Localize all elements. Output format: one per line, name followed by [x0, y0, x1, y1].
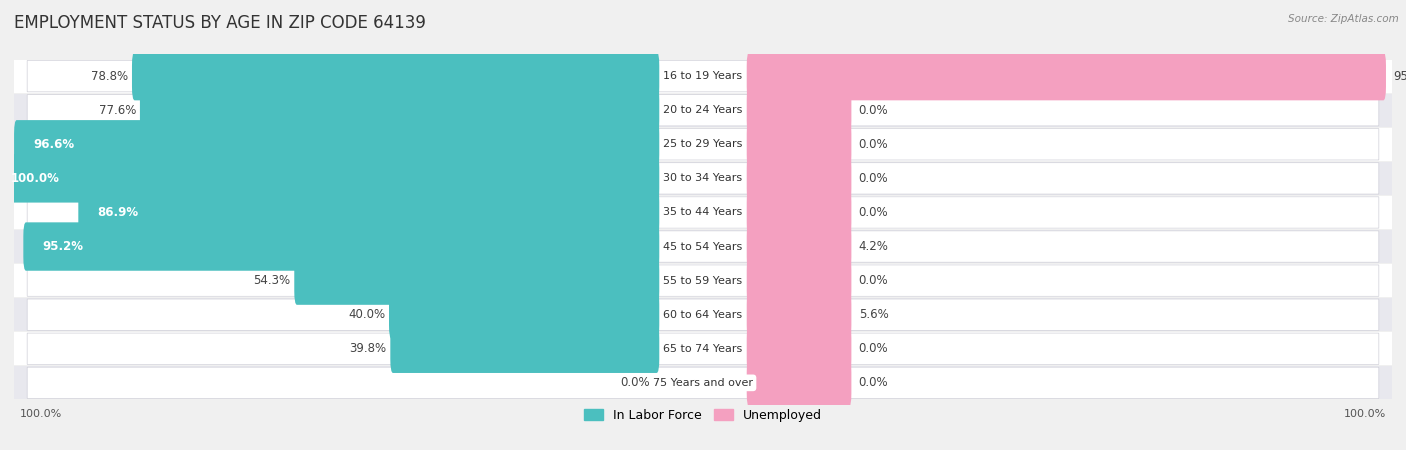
FancyBboxPatch shape [132, 52, 659, 100]
FancyBboxPatch shape [389, 291, 659, 339]
FancyBboxPatch shape [27, 231, 1379, 262]
FancyBboxPatch shape [24, 222, 659, 271]
Text: 16 to 19 Years: 16 to 19 Years [664, 71, 742, 81]
FancyBboxPatch shape [27, 163, 1379, 194]
Text: 95.7%: 95.7% [1393, 70, 1406, 83]
Bar [7, 264, 1406, 297]
FancyBboxPatch shape [27, 129, 1379, 160]
Bar [7, 298, 1406, 331]
FancyBboxPatch shape [747, 154, 852, 202]
Bar [7, 94, 1406, 126]
FancyBboxPatch shape [79, 188, 659, 237]
Bar [7, 366, 1406, 399]
FancyBboxPatch shape [294, 256, 659, 305]
Text: 65 to 74 Years: 65 to 74 Years [664, 344, 742, 354]
FancyBboxPatch shape [747, 120, 852, 168]
FancyBboxPatch shape [0, 154, 659, 202]
Bar [7, 60, 1406, 93]
Text: 0.0%: 0.0% [859, 376, 889, 389]
Text: Source: ZipAtlas.com: Source: ZipAtlas.com [1288, 14, 1399, 23]
FancyBboxPatch shape [747, 222, 852, 271]
Text: 55 to 59 Years: 55 to 59 Years [664, 275, 742, 286]
Bar [7, 333, 1406, 365]
FancyBboxPatch shape [27, 333, 1379, 364]
FancyBboxPatch shape [27, 60, 1379, 92]
FancyBboxPatch shape [391, 324, 659, 373]
Text: 96.6%: 96.6% [34, 138, 75, 151]
Text: 75 Years and over: 75 Years and over [652, 378, 754, 388]
Text: 78.8%: 78.8% [91, 70, 128, 83]
Text: 86.9%: 86.9% [97, 206, 139, 219]
FancyBboxPatch shape [27, 265, 1379, 296]
Text: 30 to 34 Years: 30 to 34 Years [664, 173, 742, 184]
Text: 5.6%: 5.6% [859, 308, 889, 321]
Text: 0.0%: 0.0% [859, 342, 889, 355]
Text: 35 to 44 Years: 35 to 44 Years [664, 207, 742, 217]
FancyBboxPatch shape [747, 256, 852, 305]
Bar [7, 196, 1406, 229]
Text: 95.2%: 95.2% [42, 240, 83, 253]
Text: 77.6%: 77.6% [98, 104, 136, 117]
Text: EMPLOYMENT STATUS BY AGE IN ZIP CODE 64139: EMPLOYMENT STATUS BY AGE IN ZIP CODE 641… [14, 14, 426, 32]
Text: 54.3%: 54.3% [253, 274, 290, 287]
Text: 0.0%: 0.0% [859, 274, 889, 287]
FancyBboxPatch shape [747, 291, 852, 339]
Text: 20 to 24 Years: 20 to 24 Years [664, 105, 742, 115]
Text: 40.0%: 40.0% [347, 308, 385, 321]
FancyBboxPatch shape [14, 120, 659, 168]
Text: 0.0%: 0.0% [859, 206, 889, 219]
Bar [7, 162, 1406, 195]
Text: 100.0%: 100.0% [11, 172, 59, 185]
Text: 4.2%: 4.2% [859, 240, 889, 253]
Text: 60 to 64 Years: 60 to 64 Years [664, 310, 742, 320]
FancyBboxPatch shape [747, 188, 852, 237]
Text: 0.0%: 0.0% [859, 138, 889, 151]
FancyBboxPatch shape [141, 86, 659, 135]
FancyBboxPatch shape [747, 324, 852, 373]
FancyBboxPatch shape [27, 367, 1379, 399]
Bar [7, 128, 1406, 161]
FancyBboxPatch shape [27, 94, 1379, 126]
Text: 39.8%: 39.8% [349, 342, 387, 355]
FancyBboxPatch shape [747, 359, 852, 407]
FancyBboxPatch shape [747, 52, 1386, 100]
Text: 0.0%: 0.0% [859, 172, 889, 185]
Bar [7, 230, 1406, 263]
Legend: In Labor Force, Unemployed: In Labor Force, Unemployed [579, 404, 827, 427]
FancyBboxPatch shape [27, 197, 1379, 228]
FancyBboxPatch shape [747, 86, 852, 135]
Text: 0.0%: 0.0% [620, 376, 650, 389]
Text: 25 to 29 Years: 25 to 29 Years [664, 140, 742, 149]
Text: 0.0%: 0.0% [859, 104, 889, 117]
Text: 45 to 54 Years: 45 to 54 Years [664, 242, 742, 252]
FancyBboxPatch shape [27, 299, 1379, 330]
